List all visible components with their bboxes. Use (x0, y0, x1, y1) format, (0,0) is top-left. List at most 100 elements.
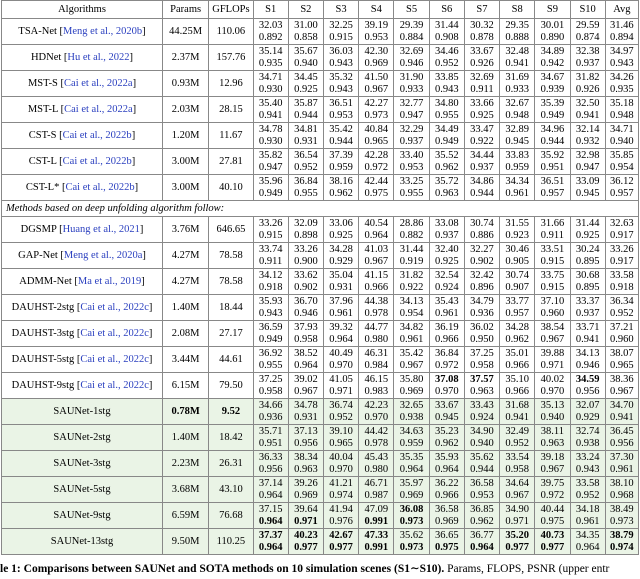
psnr: 38.34 (294, 451, 318, 463)
psnr: 33.85 (434, 71, 459, 83)
ssim: 0.987 (364, 489, 389, 501)
metric-cell: 33.40 0.953 (393, 148, 430, 175)
citation: Cai et al., 2022c (80, 379, 149, 391)
params: 2.03M (171, 103, 200, 115)
metric-cell: 34.66 0.936 (252, 398, 289, 425)
algorithm-cell: DAUHST-2stg [Cai et al., 2022c] (1, 294, 163, 321)
ssim: 0.947 (399, 109, 424, 121)
psnr: 40.84 (364, 123, 389, 135)
metric-cell: 38.34 0.963 (287, 450, 324, 477)
gflops-cell: 646.65 (208, 216, 254, 243)
metric-cell: 37.15 0.964 (252, 502, 289, 529)
ssim: 0.923 (505, 229, 529, 241)
psnr: 36.77 (470, 529, 494, 541)
metric-cell: 31.00 0.858 (287, 18, 324, 45)
psnr: 42.23 (364, 399, 389, 411)
gflops-cell: 76.68 (208, 502, 254, 529)
psnr: 33.08 (434, 217, 459, 229)
psnr: 32.98 (575, 149, 600, 161)
metric-cell: 30.68 0.895 (569, 268, 606, 295)
psnr: 30.74 (470, 217, 494, 229)
psnr: 41.50 (364, 71, 389, 83)
ssim: 0.951 (540, 161, 565, 173)
metric-cell: 34.13 0.954 (393, 294, 430, 321)
metric-cell: 34.44 0.937 (463, 148, 501, 175)
psnr: 31.46 (610, 19, 634, 31)
ssim: 0.970 (329, 359, 353, 371)
metric-cell: 38.54 0.967 (534, 320, 571, 347)
metric-cell: 32.54 0.924 (428, 268, 465, 295)
gflops-cell: 110.06 (208, 18, 254, 45)
metric-cell: 34.67 0.939 (534, 70, 571, 97)
metric-cell: 41.50 0.967 (358, 70, 395, 97)
ssim: 0.940 (470, 437, 494, 449)
psnr: 41.15 (364, 269, 389, 281)
metric-cell: 33.75 0.915 (534, 268, 571, 295)
algorithm-cell: SAUNet-3stg (1, 450, 163, 477)
psnr: 34.28 (505, 321, 529, 333)
ssim: 0.919 (399, 255, 424, 267)
psnr: 37.13 (294, 425, 318, 437)
ssim: 0.915 (258, 229, 283, 241)
ssim: 0.962 (434, 437, 459, 449)
psnr: 32.40 (434, 243, 459, 255)
metric-cell: 36.77 0.964 (463, 528, 501, 555)
metric-cell: 40.02 0.970 (534, 372, 571, 399)
caption-title: Comparisons between SAUNet and SOTA meth… (23, 563, 445, 575)
ssim: 0.984 (364, 359, 389, 371)
ssim: 0.970 (364, 411, 389, 423)
metric-cell: 38.16 0.962 (322, 174, 360, 201)
psnr: 47.09 (364, 503, 389, 515)
citation: Cai et al., 2022b (65, 181, 135, 193)
metric-cell: 33.67 0.926 (463, 44, 501, 71)
psnr: 34.79 (470, 295, 494, 307)
ssim: 0.944 (329, 135, 353, 147)
psnr: 39.10 (329, 425, 353, 437)
algorithm-name: DAUHST-5stg (11, 353, 75, 365)
ssim: 0.874 (575, 31, 600, 43)
ssim: 0.977 (294, 541, 318, 553)
ssim: 0.966 (364, 281, 389, 293)
psnr: 39.64 (294, 503, 318, 515)
params-cell: 1.20M (161, 122, 210, 149)
header-row: Algorithms Params GFLOPs S1 S2 S3 S4 S5 S6 S7 S8 S9… (1, 0, 640, 19)
ssim: 0.962 (470, 515, 494, 527)
ssim: 0.884 (399, 31, 424, 43)
ssim: 0.943 (575, 463, 600, 475)
metric-cell: 33.58 0.918 (604, 268, 640, 295)
algorithm-cell: CST-L* [Cai et al., 2022b] (1, 174, 163, 201)
header-cell: Algorithms (1, 0, 163, 19)
psnr: 28.86 (399, 217, 424, 229)
algorithm-cell: SAUNet-1stg (1, 398, 163, 425)
metric-cell: 46.71 0.987 (358, 476, 395, 503)
header-cell: Params (161, 0, 210, 19)
metric-cell: 32.14 0.932 (569, 122, 606, 149)
ssim: 0.953 (364, 31, 389, 43)
params: 1.20M (171, 129, 200, 141)
psnr: 33.67 (434, 399, 459, 411)
metric-cell: 42.28 0.972 (358, 148, 395, 175)
table-row: SAUNet-1stg 0.78M 9.52 34.66 0.936 34.78 0.931… (1, 398, 640, 425)
psnr: 36.03 (329, 45, 353, 57)
psnr: 34.89 (540, 45, 565, 57)
metric-cell: 30.74 0.886 (463, 216, 501, 243)
metric-cell: 39.26 0.969 (287, 476, 324, 503)
params: 0.93M (171, 77, 200, 89)
metric-cell: 34.70 0.941 (604, 398, 640, 425)
psnr: 32.42 (470, 269, 494, 281)
metric-cell: 40.44 0.975 (534, 502, 571, 529)
metric-cell: 38.10 0.968 (604, 476, 640, 503)
metric-cell: 35.85 0.954 (604, 148, 640, 175)
psnr: 34.67 (540, 71, 565, 83)
psnr: 32.65 (399, 399, 424, 411)
psnr: 44.42 (364, 425, 389, 437)
ssim: 0.943 (329, 57, 353, 69)
metric-cell: 33.58 0.952 (569, 476, 606, 503)
ssim: 0.918 (610, 281, 634, 293)
metric-cell: 35.80 0.969 (393, 372, 430, 399)
metric-cell: 31.68 0.941 (499, 398, 536, 425)
citation: Cai et al., 2022c (80, 353, 149, 365)
metric-cell: 41.21 0.974 (322, 476, 360, 503)
psnr: 35.42 (329, 123, 353, 135)
